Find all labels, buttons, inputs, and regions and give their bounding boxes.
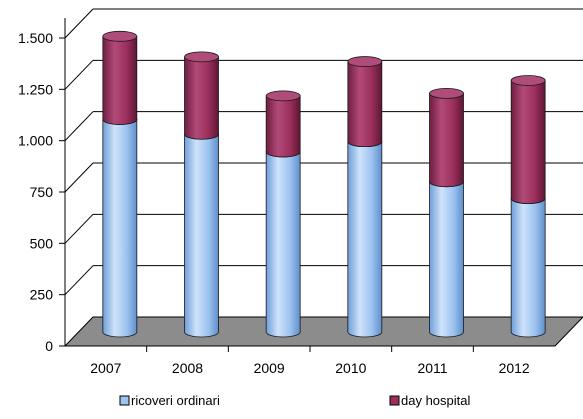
- legend-item: ricoveri ordinari: [119, 393, 220, 408]
- bar-segment: [347, 56, 383, 148]
- bar-body: [265, 151, 301, 338]
- tick-labels: 0 250 500 750 1.000 1.250 1.500 2007 2008 2009 201…: [18, 30, 530, 376]
- bar-segment: [347, 136, 383, 338]
- gridline-diagonal: [64, 162, 94, 193]
- x-tick-label: 2008: [172, 360, 203, 376]
- bar-body: [510, 198, 546, 338]
- y-tick-label: 1.250: [18, 81, 53, 97]
- bar-body: [429, 93, 464, 188]
- bar-body: [429, 181, 464, 338]
- bar-cap: [102, 30, 138, 42]
- bar-body: [102, 35, 138, 125]
- gridlines: [64, 8, 583, 296]
- x-tick-label: 2011: [417, 360, 447, 376]
- x-tick-label: 2010: [335, 360, 366, 376]
- y-tick-label: 1.000: [18, 133, 53, 149]
- y-tick-label: 250: [30, 287, 54, 303]
- bar-cap: [347, 56, 383, 67]
- bar-cap: [510, 75, 546, 86]
- bar-segment: [184, 51, 219, 140]
- y-tick-label: 0: [45, 338, 53, 354]
- bar-segment: [265, 90, 301, 158]
- legend-swatch: [389, 395, 400, 406]
- bar-segment: [102, 114, 138, 338]
- bar-cap: [184, 51, 219, 63]
- bar-segment: [184, 128, 219, 338]
- gridline-diagonal: [64, 59, 94, 90]
- x-tick-label: 2012: [499, 360, 530, 376]
- bar-body: [102, 119, 138, 338]
- y-tick-label: 1.500: [18, 30, 53, 46]
- legend-label: ricoveri ordinari: [131, 393, 220, 408]
- bar-segment: [429, 88, 464, 188]
- x-tick-label: 2009: [254, 360, 285, 376]
- bar-cap: [265, 90, 301, 102]
- gridline-diagonal: [64, 111, 94, 142]
- bar-segment: [510, 75, 546, 204]
- bar-segment: [429, 176, 464, 338]
- bar-body: [184, 56, 219, 140]
- bar-body: [184, 133, 219, 338]
- legend-swatch: [119, 395, 130, 406]
- legend: ricoveri ordinari day hospital: [119, 393, 470, 408]
- bar-cap: [429, 88, 464, 99]
- bars: [102, 30, 546, 338]
- axes: [59, 18, 555, 352]
- y-tick-label: 500: [30, 235, 54, 251]
- legend-label: day hospital: [401, 393, 470, 408]
- gridline-diagonal: [64, 265, 94, 296]
- bar-body: [347, 61, 383, 148]
- bar-segment: [510, 193, 546, 338]
- legend-item: day hospital: [389, 393, 470, 408]
- chart-floor: [63, 316, 583, 347]
- bar-body: [265, 95, 301, 158]
- bar-segment: [102, 30, 138, 125]
- floor-plane: [63, 316, 583, 347]
- x-tick-label: 2007: [90, 360, 121, 376]
- gridline-diagonal: [64, 8, 94, 39]
- gridline-diagonal: [64, 213, 94, 244]
- y-tick-label: 750: [30, 184, 54, 200]
- bar-body: [347, 141, 383, 338]
- bar-segment: [265, 146, 301, 338]
- bar-body: [510, 80, 546, 204]
